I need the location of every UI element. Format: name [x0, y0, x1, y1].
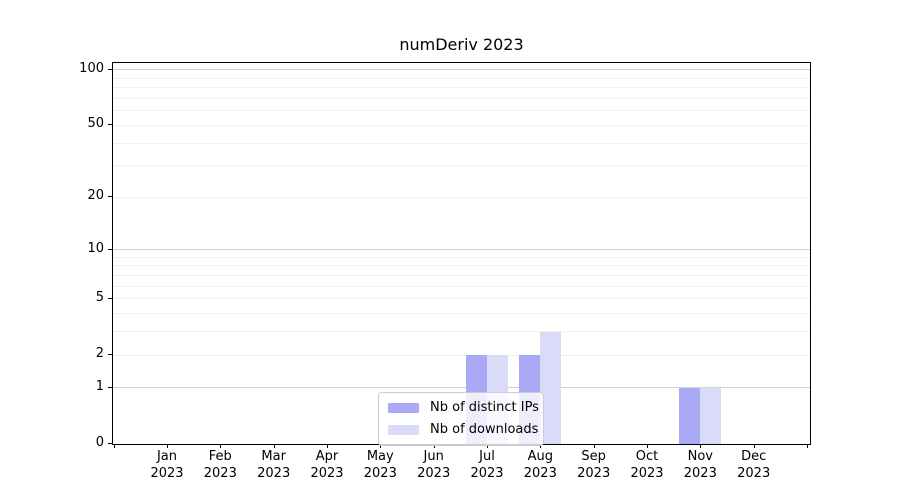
legend: Nb of distinct IPs Nb of downloads	[378, 392, 544, 446]
gridline-minor	[113, 142, 810, 144]
gridline-minor	[113, 196, 810, 198]
x-axis-tick-label: Feb 2023	[203, 449, 237, 481]
y-axis-tick	[108, 249, 112, 250]
x-axis-tick-label-year: 2023	[417, 466, 451, 481]
plot-area: Nb of distinct IPs Nb of downloads	[112, 62, 811, 446]
x-axis-tick-label: May 2023	[363, 449, 397, 481]
x-axis-tick-label-year: 2023	[737, 466, 771, 481]
x-axis-tick	[594, 444, 595, 448]
bar-downloads	[700, 387, 722, 444]
gridline-minor	[113, 256, 810, 258]
y-axis-tick	[108, 354, 112, 355]
x-axis-tick	[754, 444, 755, 448]
legend-entry-distinct-ips: Nb of distinct IPs	[388, 400, 539, 416]
x-axis-tick-label-year: 2023	[203, 466, 237, 481]
y-axis-tick-label: 10	[87, 241, 104, 256]
gridline-minor	[113, 165, 810, 167]
x-axis-tick	[487, 444, 488, 448]
x-axis-tick-label-year: 2023	[257, 466, 291, 481]
x-axis-tick-label: Jan 2023	[150, 449, 184, 481]
y-axis-tick-label: 100	[79, 61, 104, 76]
x-axis-tick-label: Dec 2023	[737, 449, 771, 481]
y-axis-tick	[108, 124, 112, 125]
x-axis-tick-label-year: 2023	[630, 466, 664, 481]
gridline-minor	[113, 110, 810, 112]
x-axis-tick-label-year: 2023	[310, 466, 344, 481]
x-axis-tick	[807, 444, 808, 448]
gridline-minor	[113, 274, 810, 276]
y-axis-tick	[108, 196, 112, 197]
gridline-major	[113, 387, 810, 389]
gridline-minor	[113, 298, 810, 300]
bar-distinct-ips	[679, 387, 701, 444]
y-axis-tick	[108, 387, 112, 388]
x-axis-tick-label: Oct 2023	[630, 449, 664, 481]
legend-swatch-downloads-icon	[388, 425, 419, 435]
x-axis-tick-label: Aug 2023	[523, 449, 557, 481]
x-axis-tick-label-year: 2023	[577, 466, 611, 481]
x-axis-tick	[274, 444, 275, 448]
y-axis-tick-label: 2	[95, 346, 104, 361]
x-axis-tick	[167, 444, 168, 448]
x-axis-tick-label-year: 2023	[683, 466, 717, 481]
x-axis-tick-label: Jun 2023	[417, 449, 451, 481]
gridline-major	[113, 249, 810, 251]
gridline-minor	[113, 265, 810, 267]
legend-label-distinct-ips: Nb of distinct IPs	[430, 400, 539, 415]
y-axis-tick	[108, 69, 112, 70]
legend-swatch-distinct-ips-icon	[388, 403, 419, 413]
x-axis-tick	[540, 444, 541, 448]
x-axis-tick	[700, 444, 701, 448]
gridline-minor	[113, 124, 810, 126]
x-axis-tick-label: Sep 2023	[577, 449, 611, 481]
x-axis-tick-label-year: 2023	[470, 466, 504, 481]
x-axis-tick-label-year: 2023	[523, 466, 557, 481]
y-axis-tick-label: 1	[95, 379, 104, 394]
x-axis-tick-label-year: 2023	[363, 466, 397, 481]
chart-title: numDeriv 2023	[399, 35, 524, 54]
gridline-minor	[113, 285, 810, 287]
y-axis-tick	[108, 298, 112, 299]
x-axis-tick	[327, 444, 328, 448]
x-axis-tick-label: Mar 2023	[257, 449, 291, 481]
y-axis-tick-label: 50	[87, 116, 104, 131]
x-axis-tick-label: Jul 2023	[470, 449, 504, 481]
y-axis-tick-label: 20	[87, 188, 104, 203]
gridline-minor	[113, 354, 810, 356]
x-axis-tick	[380, 444, 381, 448]
bar-downloads	[540, 331, 562, 444]
x-axis-tick-label: Apr 2023	[310, 449, 344, 481]
x-axis-tick	[220, 444, 221, 448]
gridline-major	[113, 69, 810, 71]
y-axis-tick	[108, 443, 112, 444]
legend-entry-downloads: Nb of downloads	[388, 422, 538, 438]
gridline-minor	[113, 98, 810, 99]
x-axis-tick	[434, 444, 435, 448]
x-axis-tick-label-year: 2023	[150, 466, 184, 481]
x-axis-tick	[114, 444, 115, 448]
legend-label-downloads: Nb of downloads	[430, 422, 539, 437]
gridline-minor	[113, 77, 810, 79]
x-axis-tick-label: Nov 2023	[683, 449, 717, 481]
x-axis-tick	[647, 444, 648, 448]
gridline-minor	[113, 87, 810, 89]
gridline-minor	[113, 313, 810, 314]
y-axis-tick-label: 0	[95, 435, 104, 450]
y-axis-tick-label: 5	[95, 290, 104, 305]
gridline-minor	[113, 331, 810, 333]
